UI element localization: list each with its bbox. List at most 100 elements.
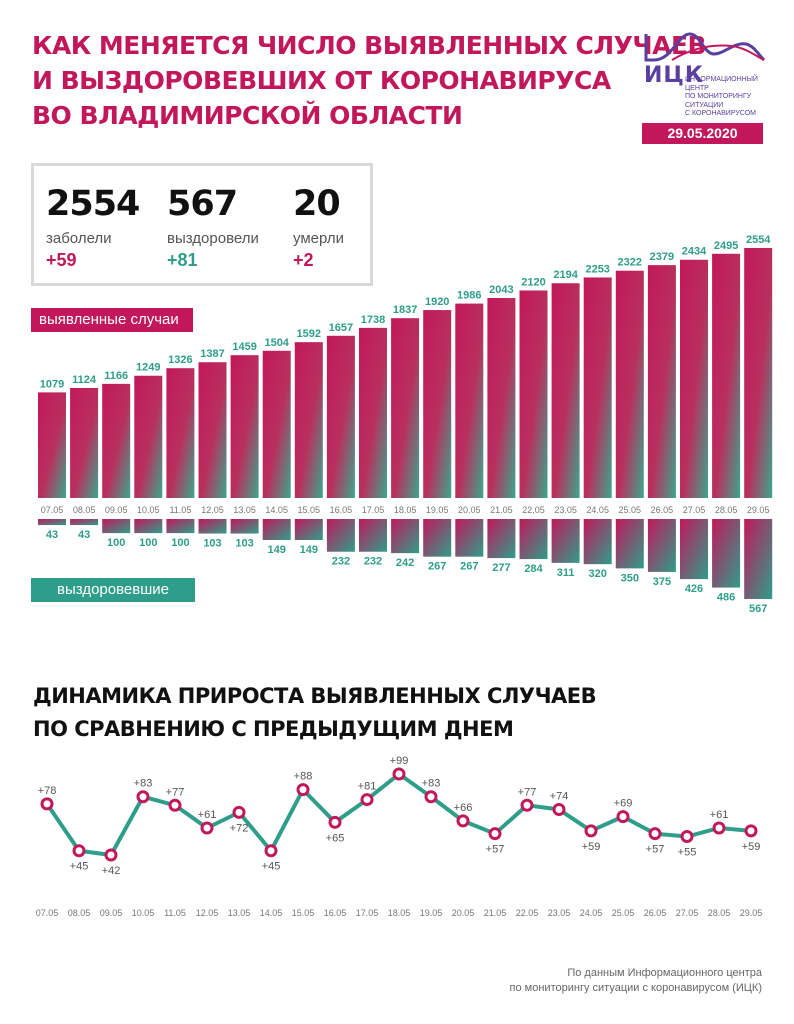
x-tick-label: 24.05 [586,505,609,515]
recovered-bar-label: 486 [717,592,735,604]
growth-point-label: +45 [70,861,89,873]
cases-bar [326,335,355,498]
x-tick-label: 29.05 [747,505,770,515]
recovered-bar [294,519,323,541]
growth-point [328,815,342,829]
recovered-bar [359,519,387,552]
cases-bar-label: 2194 [553,269,578,281]
x-tick-label: 17.05 [362,505,385,515]
logo-subtitle-line: Информационный центр [685,76,758,92]
recovered-bar [744,519,773,599]
cases-bar-label: 2120 [521,276,545,288]
growth-point [72,844,86,858]
cases-bar [744,248,773,498]
x-tick-label: 15.05 [292,908,315,918]
recovered-bar [134,519,163,534]
cases-bar-label: 1920 [425,296,449,308]
x-tick-label: 14.05 [260,908,283,918]
growth-point-label: +66 [454,802,473,814]
cases-bar-label: 2434 [682,246,707,258]
recovered-bar [712,519,741,588]
stat-recovered-label: выздоровели [167,230,259,247]
stat-cases-label: заболели [46,230,112,247]
growth-point-label: +77 [518,786,537,798]
x-tick-label: 20.05 [452,908,475,918]
cases-bar-label: 2554 [746,234,771,246]
cases-bar-label: 1986 [457,290,481,302]
x-tick-label: 11.05 [169,505,191,515]
x-tick-label: 25.05 [619,505,642,515]
growth-point [392,767,406,781]
recovered-bar [70,519,99,526]
x-tick-label: 09.05 [105,505,128,515]
recovered-bar [230,519,259,534]
cases-bar [102,383,131,498]
cases-bar-label: 1166 [104,370,128,382]
recovered-bar-label: 43 [46,529,58,541]
x-tick-label: 29.05 [740,908,763,918]
cases-bar [615,270,644,498]
growth-point [712,821,726,835]
x-tick-label: 08.05 [68,908,91,918]
cases-bar [359,327,387,498]
recovered-bar-label: 426 [685,583,703,595]
title-line-1: Как меняется число выявленных случаев [32,31,707,60]
growth-point-label: +83 [422,778,441,790]
cases-bar-label: 1592 [297,328,321,340]
recovered-bar [680,519,708,580]
growth-point-label: +61 [710,809,729,821]
growth-point-label: +88 [294,771,313,783]
cases-bar-label: 1657 [329,322,353,334]
x-tick-label: 20.05 [458,505,481,515]
stat-deaths-delta: +2 [293,250,314,270]
x-tick-label: 07.05 [41,505,64,515]
date-badge: 29.05.2020 [642,123,763,144]
x-tick-label: 09.05 [100,908,123,918]
cases-bar [647,265,676,498]
cases-bar-label: 2043 [489,284,513,296]
x-tick-label: 07.05 [36,908,59,918]
cases-recovered-bar-chart: 1079 07.05 43 1124 08.05 43 1166 09.05 100 1249 10… [38,234,773,615]
footnote: По данным Информационного центра по мони… [510,966,762,996]
x-tick-label: 18.05 [388,908,411,918]
growth-point [104,848,118,862]
recovered-bar-label: 242 [396,557,414,569]
growth-point-label: +57 [486,844,505,856]
recovered-bar-label: 100 [107,537,125,549]
cases-bar-label: 1738 [361,314,385,326]
recovered-bar-label: 100 [171,537,189,549]
growth-point [552,803,566,817]
recovered-bar [647,519,676,572]
stat-cases-value: 2554 [46,184,140,224]
recovered-bar-label: 267 [460,561,478,573]
cases-bar [38,392,66,498]
footnote-line-2: по мониторингу ситуации с коронавирусом … [509,982,762,994]
growth-point [424,790,438,804]
growth-point [680,830,694,844]
recovered-bar [326,519,355,552]
growth-point [488,827,502,841]
growth-point-label: +57 [646,844,665,856]
recovered-bar [423,519,452,557]
x-tick-label: 25.05 [612,908,635,918]
x-tick-label: 27.05 [676,908,699,918]
cases-bar [262,350,291,498]
cases-bar [70,387,99,498]
x-tick-label: 23.05 [554,505,577,515]
growth-point-label: +74 [550,791,569,803]
growth-point-label: +42 [102,865,121,877]
x-tick-label: 19.05 [426,505,449,515]
recovered-bar-label: 284 [524,563,543,575]
x-tick-label: 14.05 [265,505,288,515]
x-tick-label: 23.05 [548,908,571,918]
logo-name: ИЦК [644,63,704,88]
recovered-bar [615,519,644,569]
recovered-bar-label: 267 [428,561,446,573]
growth-point [168,798,182,812]
x-tick-label: 10.05 [137,505,160,515]
cases-bar [391,318,420,498]
growth-point-label: +45 [262,861,281,873]
growth-point-label: +81 [358,781,377,793]
x-tick-label: 24.05 [580,908,603,918]
growth-point-label: +61 [198,809,217,821]
